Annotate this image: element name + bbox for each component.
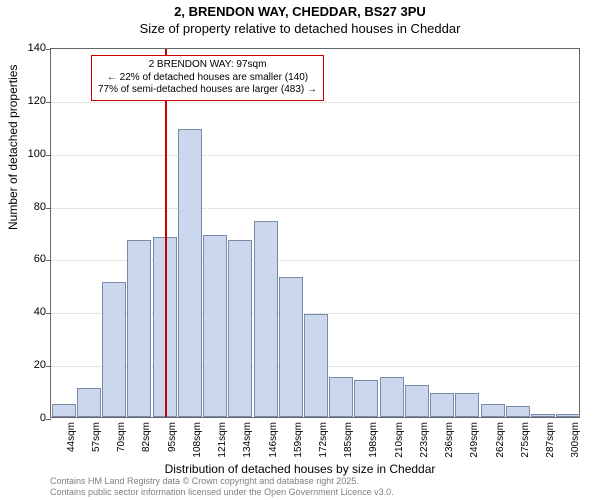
histogram-bar [430,393,454,417]
xtick-label: 172sqm [318,422,329,458]
xtick-label: 57sqm [91,422,102,452]
ytick-mark [46,49,51,50]
attribution-block: Contains HM Land Registry data © Crown c… [50,476,394,498]
histogram-bar [329,377,353,417]
attribution-line-2: Contains public sector information licen… [50,487,394,498]
histogram-bar [304,314,328,417]
xtick-label: 223sqm [419,422,430,458]
xtick-label: 44sqm [66,422,77,452]
xtick-label: 121sqm [217,422,228,458]
annotation-line-2: ← 22% of detached houses are smaller (14… [98,72,317,85]
y-axis-label: Number of detached properties [6,65,20,230]
histogram-bar [405,385,429,417]
histogram-bar [380,377,404,417]
ytick-label: 20 [34,359,46,371]
annotation-line-1: 2 BRENDON WAY: 97sqm [98,59,317,72]
xtick-label: 275sqm [520,422,531,458]
histogram-bar [455,393,479,417]
annotation-line-3: 77% of semi-detached houses are larger (… [98,84,317,97]
ytick-label: 0 [40,412,46,424]
xtick-label: 210sqm [394,422,405,458]
xtick-label: 70sqm [116,422,127,452]
gridline [51,155,579,156]
histogram-bar [178,129,202,417]
ytick-mark [46,260,51,261]
histogram-bar [279,277,303,417]
xtick-label: 82sqm [141,422,152,452]
histogram-bar [203,235,227,417]
xtick-label: 95sqm [167,422,178,452]
ytick-mark [46,102,51,103]
xtick-label: 185sqm [343,422,354,458]
xtick-label: 108sqm [192,422,203,458]
histogram-bar [506,406,530,417]
ytick-label: 60 [34,253,46,265]
gridline [51,208,579,209]
xtick-label: 159sqm [293,422,304,458]
histogram-bar [254,221,278,417]
chart-title-block: 2, BRENDON WAY, CHEDDAR, BS27 3PU Size o… [0,0,600,38]
attribution-line-1: Contains HM Land Registry data © Crown c… [50,476,394,487]
ytick-mark [46,313,51,314]
ytick-label: 140 [28,42,46,54]
ytick-mark [46,366,51,367]
xtick-label: 146sqm [268,422,279,458]
xtick-label: 262sqm [495,422,506,458]
marker-vertical-line [165,49,167,417]
xtick-label: 198sqm [368,422,379,458]
ytick-label: 120 [28,95,46,107]
plot-area: 2 BRENDON WAY: 97sqm ← 22% of detached h… [50,48,580,418]
xtick-label: 287sqm [545,422,556,458]
chart-title-sub: Size of property relative to detached ho… [0,21,600,38]
histogram-bar [481,404,505,417]
xtick-label: 249sqm [469,422,480,458]
xtick-label: 134sqm [242,422,253,458]
histogram-bar [77,388,101,417]
histogram-bar [228,240,252,417]
histogram-bar [354,380,378,417]
histogram-bar [102,282,126,417]
ytick-label: 100 [28,148,46,160]
ytick-label: 40 [34,306,46,318]
ytick-mark [46,419,51,420]
chart-title-main: 2, BRENDON WAY, CHEDDAR, BS27 3PU [0,4,600,21]
xtick-label: 236sqm [444,422,455,458]
histogram-bar [127,240,151,417]
histogram-bar [556,414,580,417]
ytick-mark [46,208,51,209]
xtick-label: 300sqm [570,422,581,458]
ytick-mark [46,155,51,156]
histogram-bar [531,414,555,417]
x-axis-label: Distribution of detached houses by size … [0,462,600,476]
gridline [51,102,579,103]
histogram-bar [52,404,76,417]
ytick-label: 80 [34,201,46,213]
marker-annotation-box: 2 BRENDON WAY: 97sqm ← 22% of detached h… [91,55,324,101]
